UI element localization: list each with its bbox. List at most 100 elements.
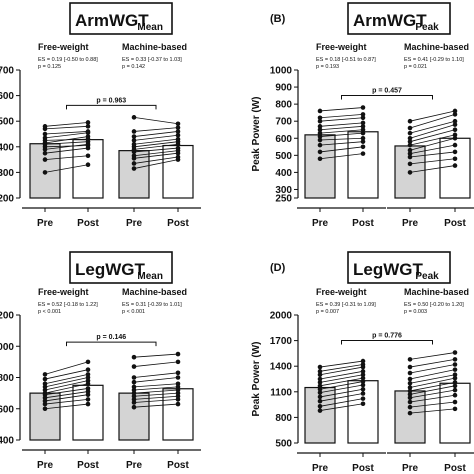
paired-line bbox=[44, 391, 89, 399]
paired-line bbox=[319, 388, 364, 398]
group-label: Free-weight bbox=[316, 287, 367, 297]
paired-line bbox=[319, 113, 364, 119]
data-point bbox=[452, 350, 458, 355]
paired-line bbox=[409, 113, 456, 129]
paired-line bbox=[409, 137, 456, 151]
paired-line bbox=[133, 395, 179, 400]
chart-title: ArmWGT bbox=[75, 11, 149, 30]
chart-title: ArmWGT bbox=[353, 11, 427, 30]
y-tick-label: 400 bbox=[0, 436, 14, 447]
data-point bbox=[407, 125, 413, 131]
paired-line bbox=[44, 147, 89, 154]
y-tick-label: 400 bbox=[0, 142, 14, 153]
data-point bbox=[131, 138, 137, 143]
paired-line bbox=[409, 377, 456, 388]
data-point bbox=[452, 372, 458, 378]
x-tick-label: Pre bbox=[312, 218, 329, 229]
data-point bbox=[85, 120, 91, 125]
data-point bbox=[407, 404, 413, 410]
data-point bbox=[85, 386, 91, 391]
y-tick-label: 400 bbox=[275, 168, 292, 179]
paired-line bbox=[44, 388, 89, 396]
comparison-bracket bbox=[341, 95, 433, 100]
paired-line bbox=[409, 408, 456, 414]
paired-line bbox=[409, 120, 456, 134]
comparison-p-value: p = 0.963 bbox=[96, 97, 126, 104]
data-point bbox=[452, 357, 458, 362]
group-label: Machine-based bbox=[122, 42, 187, 52]
p-value-label: p = 0.003 bbox=[404, 309, 427, 315]
data-point bbox=[175, 381, 181, 387]
data-point bbox=[360, 386, 366, 392]
data-point bbox=[175, 129, 181, 134]
paired-line bbox=[409, 134, 456, 146]
paired-line bbox=[133, 134, 179, 141]
data-point bbox=[407, 142, 413, 148]
title-box bbox=[69, 251, 173, 284]
y-tick-label: 1700 bbox=[270, 336, 293, 347]
y-tick-label: 600 bbox=[0, 404, 14, 415]
y-tick-label: 2000 bbox=[270, 311, 293, 322]
paired-line bbox=[133, 353, 179, 358]
paired-line bbox=[409, 385, 456, 395]
data-point bbox=[360, 112, 366, 117]
effect-size-label: ES = 0.31 [-0.39 to 1.01] bbox=[122, 302, 182, 308]
data-point bbox=[42, 131, 48, 137]
data-point bbox=[360, 401, 366, 407]
data-point bbox=[42, 170, 48, 175]
data-point bbox=[360, 396, 366, 401]
panel-letter: (B) bbox=[270, 13, 286, 25]
data-point bbox=[42, 372, 48, 377]
data-point bbox=[452, 122, 458, 127]
paired-line bbox=[133, 141, 179, 148]
data-point bbox=[317, 108, 323, 114]
paired-line bbox=[319, 381, 364, 390]
paired-line bbox=[409, 129, 456, 143]
y-axis-label: Peak Power (W) bbox=[251, 341, 262, 416]
data-point bbox=[317, 372, 323, 378]
paired-line bbox=[409, 151, 456, 158]
paired-line bbox=[319, 129, 364, 134]
data-point bbox=[407, 147, 413, 153]
paired-line bbox=[133, 152, 179, 159]
data-point bbox=[175, 370, 181, 376]
paired-line bbox=[319, 393, 364, 402]
p-value-label: p = 0.125 bbox=[38, 64, 61, 70]
paired-line bbox=[44, 164, 89, 173]
data-point bbox=[360, 130, 366, 136]
data-point bbox=[360, 369, 366, 374]
data-point bbox=[317, 376, 323, 382]
data-point bbox=[360, 144, 366, 150]
paired-line bbox=[409, 165, 456, 173]
paired-line bbox=[409, 124, 456, 139]
y-tick-label: 200 bbox=[0, 194, 14, 205]
data-point bbox=[131, 354, 137, 360]
effect-size-label: ES = 0.33 [-0.37 to 1.03] bbox=[122, 57, 182, 63]
paired-line bbox=[133, 150, 179, 157]
paired-line bbox=[319, 125, 364, 131]
y-tick-label: 800 bbox=[275, 413, 292, 424]
data-point bbox=[407, 135, 413, 141]
data-point bbox=[317, 118, 323, 124]
paired-line bbox=[319, 122, 364, 127]
data-point bbox=[317, 156, 323, 162]
data-point bbox=[131, 134, 137, 139]
paired-line bbox=[409, 364, 456, 374]
chart-title: LegWGT bbox=[353, 260, 423, 279]
group-label: Free-weight bbox=[316, 42, 367, 52]
y-tick-label: 250 bbox=[275, 194, 292, 205]
data-point bbox=[407, 388, 413, 394]
data-point bbox=[452, 127, 458, 133]
data-point bbox=[360, 127, 366, 133]
data-point bbox=[131, 379, 137, 385]
paired-line bbox=[319, 360, 364, 368]
x-tick-label: Post bbox=[352, 463, 374, 474]
y-axis-label: Peak Power (W) bbox=[251, 96, 262, 171]
data-point bbox=[360, 375, 366, 381]
x-tick-label: Post bbox=[167, 218, 189, 229]
y-tick-label: 300 bbox=[0, 168, 14, 179]
paired-line bbox=[133, 361, 179, 367]
paired-line bbox=[44, 369, 89, 380]
